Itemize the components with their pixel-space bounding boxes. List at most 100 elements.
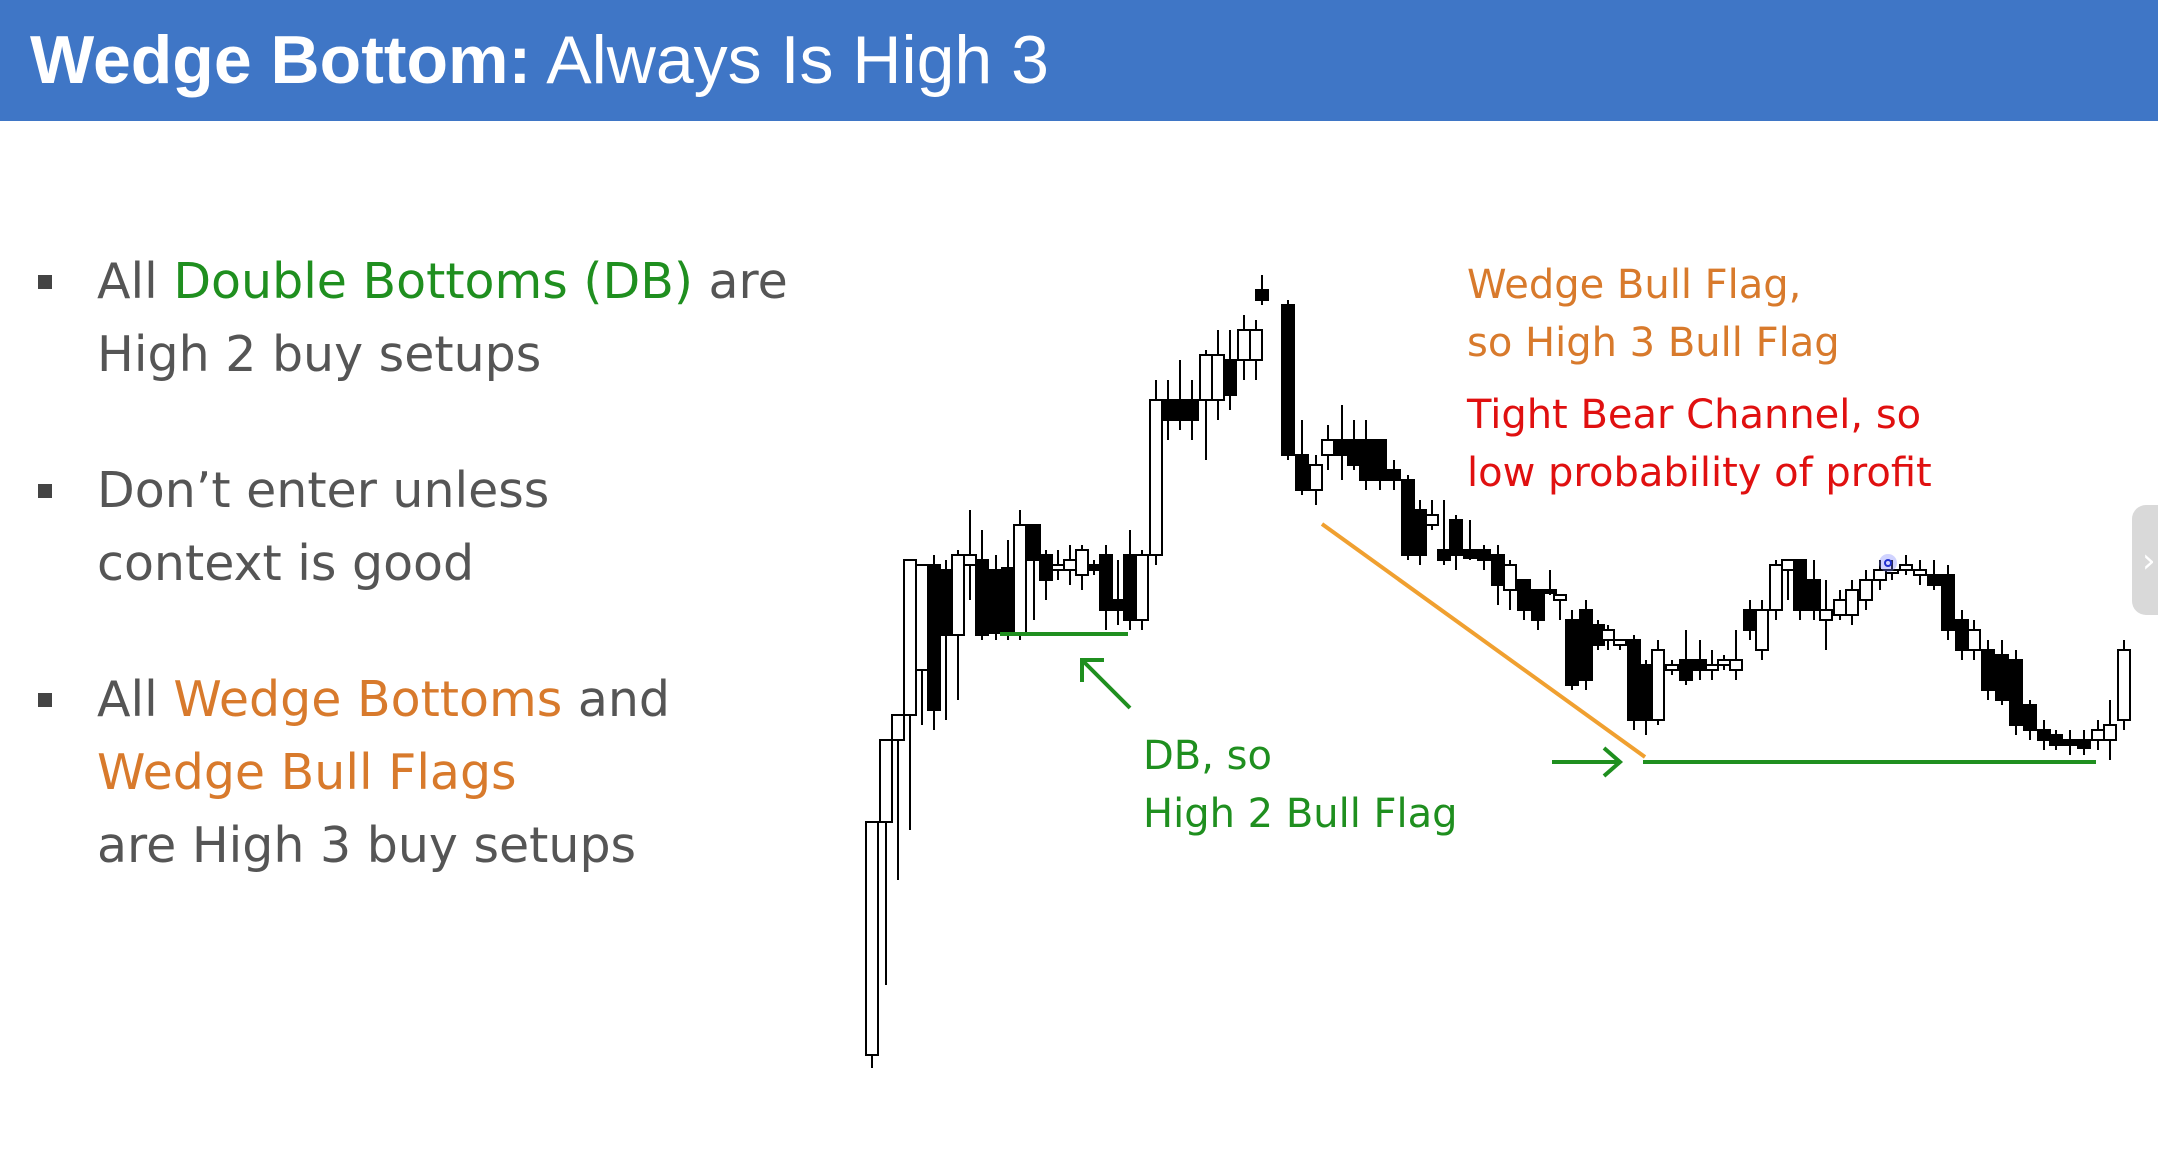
candle-bull-body: [1135, 554, 1149, 621]
annotation-low-probability: low probability of profit: [1467, 450, 1932, 496]
candlestick-series: [865, 275, 2131, 1068]
bullet-highlight-orange: Wedge Bull Flags: [97, 744, 517, 801]
candle-bear-body: [1359, 439, 1373, 481]
bullet-line: Don’t enter unless: [97, 462, 550, 519]
candle-bear-body: [2063, 739, 2077, 746]
candle-bull-body: [1199, 354, 1213, 401]
candle-bull-body: [1819, 609, 1833, 621]
candle-bull-body: [963, 554, 977, 566]
candle-bull-body: [1321, 439, 1335, 456]
candle-bear-body: [1099, 554, 1113, 611]
candle-bear-body: [2037, 729, 2051, 741]
candle-bear-body: [1693, 659, 1707, 671]
candle-bull-body: [903, 559, 917, 716]
candle-bull-body: [1309, 464, 1323, 491]
candle-bear-body: [1639, 664, 1653, 721]
candle-bull-body: [1503, 564, 1517, 591]
candle-bear-body: [2077, 739, 2091, 749]
candle-bear-body: [1565, 619, 1579, 686]
candle-bull-body: [1729, 659, 1743, 671]
candle-bear-body: [939, 569, 953, 636]
candle-bear-body: [1173, 399, 1187, 421]
candle-bear-body: [1955, 619, 1969, 651]
bear-channel-line: [1320, 522, 1647, 759]
candle-bear-body: [1807, 579, 1821, 611]
candle-bull-body: [1717, 659, 1731, 666]
candle-bear-body: [1039, 554, 1053, 581]
bullet-text: All: [97, 253, 174, 310]
next-slide-tab[interactable]: ›: [2132, 505, 2158, 615]
candle-bull-body: [915, 564, 929, 671]
bullet-list: All Double Bottoms (DB) are High 2 buy s…: [30, 245, 830, 945]
candle-bear-body: [1793, 559, 1807, 611]
candle-bull-body: [879, 739, 893, 823]
bullet-highlight-orange: Wedge Bottoms: [173, 671, 563, 728]
candle-bull-body: [1249, 329, 1263, 361]
bullet-text: and: [562, 671, 671, 728]
bullet-line: are High 3 buy setups: [97, 817, 637, 874]
candle-bull-body: [1237, 329, 1251, 361]
candle-bear-body: [1401, 479, 1415, 556]
candle-bull-body: [1075, 549, 1089, 576]
square-bullet-icon: [38, 693, 52, 707]
candle-bear-body: [1335, 439, 1349, 456]
candle-bear-body: [989, 569, 1003, 634]
candle-bear-body: [1347, 439, 1361, 466]
candle-bear-body: [1161, 399, 1175, 421]
candle-bull-body: [1013, 524, 1027, 634]
candle-bear-body: [1627, 639, 1641, 721]
annotation-high-2: High 2 Bull Flag: [1143, 791, 1458, 837]
candle-bull-body: [1755, 609, 1769, 651]
candle-bear-body: [1463, 549, 1477, 559]
candle-bull-body: [1665, 664, 1679, 671]
pointer-cursor-icon: [1879, 554, 1897, 572]
bullet-line: context is good: [97, 535, 475, 592]
annotation-wedge-bull-flag: Wedge Bull Flag,: [1467, 262, 1802, 308]
candle-bear-body: [2049, 734, 2063, 746]
candle-bear-body: [1743, 609, 1757, 631]
bullet-text: All: [97, 671, 174, 728]
bullet-line: All Double Bottoms (DB) are: [97, 245, 830, 318]
candle-bear-body: [1437, 549, 1451, 561]
candle-bear-body: [1679, 659, 1693, 681]
bullet-text: are: [692, 253, 788, 310]
candle-bull-body: [1211, 354, 1225, 401]
candle-bear-body: [1413, 509, 1427, 556]
annotation-db: DB, so: [1143, 733, 1272, 779]
slide-title-bold: Wedge Bottom:: [30, 22, 532, 98]
annotation-tight-bear-channel: Tight Bear Channel, so: [1467, 392, 1922, 438]
candle-bull-body: [2117, 649, 2131, 721]
candle-bull-body: [1613, 639, 1627, 646]
candle-bear-body: [1123, 554, 1137, 621]
bullet-line: High 2 buy setups: [97, 326, 542, 383]
bullet-highlight-green: Double Bottoms (DB): [173, 253, 693, 310]
candle-bull-body: [1553, 594, 1567, 601]
candle-bull-body: [1769, 564, 1783, 611]
slide-title-rest: Always Is High 3: [531, 22, 1049, 98]
candle-bear-body: [1281, 304, 1295, 456]
bullet-item-context: Don’t enter unless context is good: [30, 454, 830, 600]
bullet-line: All Wedge Bottoms and: [97, 663, 830, 736]
candle-bear-body: [1477, 549, 1491, 561]
candle-bear-body: [975, 559, 989, 636]
candle-bear-body: [1449, 519, 1463, 556]
candle-bear-body: [1185, 399, 1199, 421]
candle-bull-body: [1781, 559, 1795, 571]
annotation-high-3: so High 3 Bull Flag: [1467, 320, 1840, 366]
bullet-item-double-bottoms: All Double Bottoms (DB) are High 2 buy s…: [30, 245, 830, 391]
candle-bull-body: [1063, 559, 1077, 571]
candle-bull-body: [1859, 579, 1873, 601]
candle-bull-body: [1833, 599, 1847, 616]
candle-bull-body: [951, 554, 965, 636]
candle-bear-body: [1111, 599, 1125, 611]
candle-bull-body: [891, 714, 905, 741]
candle-bull-body: [2103, 724, 2117, 741]
candle-bull-body: [1149, 399, 1163, 556]
candle-bear-body: [1001, 567, 1015, 634]
candle-bull-body: [1601, 629, 1615, 641]
candle-bear-body: [2023, 704, 2037, 731]
candle-bear-body: [1579, 609, 1593, 681]
db-arrow-icon: [1080, 658, 1132, 710]
candle-bear-body: [1517, 579, 1531, 611]
